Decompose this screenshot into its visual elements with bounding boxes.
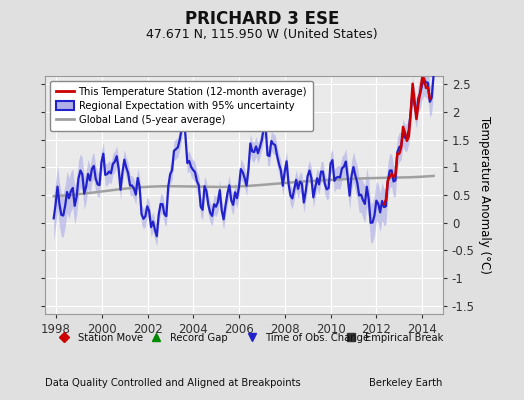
Text: Record Gap: Record Gap [170,333,227,342]
Text: 47.671 N, 115.950 W (United States): 47.671 N, 115.950 W (United States) [146,28,378,41]
Text: Station Move: Station Move [79,333,144,342]
Text: Data Quality Controlled and Aligned at Breakpoints: Data Quality Controlled and Aligned at B… [45,378,300,388]
Text: Time of Obs. Change: Time of Obs. Change [266,333,370,342]
Text: Berkeley Earth: Berkeley Earth [369,378,443,388]
Text: Empirical Break: Empirical Break [365,333,443,342]
Legend: This Temperature Station (12-month average), Regional Expectation with 95% uncer: This Temperature Station (12-month avera… [50,81,313,130]
Y-axis label: Temperature Anomaly (°C): Temperature Anomaly (°C) [478,116,492,274]
Text: PRICHARD 3 ESE: PRICHARD 3 ESE [185,10,339,28]
